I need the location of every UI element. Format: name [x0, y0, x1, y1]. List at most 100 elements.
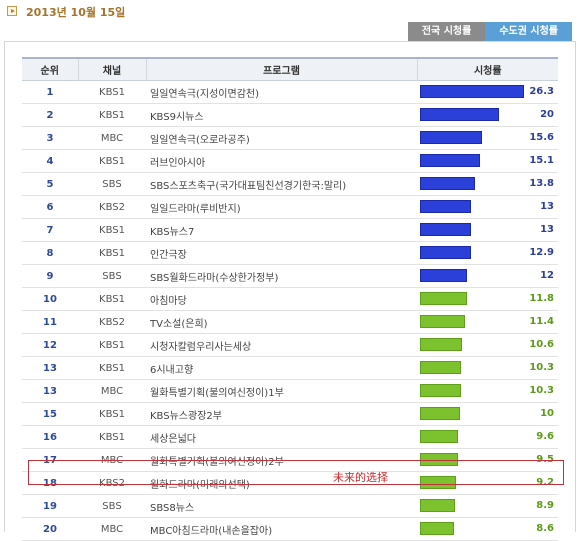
program-cell: 일일연속극(지성이면감천) — [146, 80, 417, 104]
table-body: 1 KBS1 일일연속극(지성이면감천) 26.3 2 KBS1 KBS9시뉴스 20 3 MBC… — [22, 80, 558, 541]
rating-value: 15.1 — [529, 155, 554, 166]
program-cell: MBC아침드라마(내손을잡아) — [146, 517, 417, 541]
rating-bar — [420, 246, 471, 259]
table-row: 13 KBS1 6시내고향 10.3 — [22, 356, 558, 380]
channel-cell: SBS — [78, 264, 146, 288]
rating-cell: 10 — [417, 402, 558, 426]
rank-cell: 15 — [22, 402, 78, 426]
header-rating: 시청률 — [416, 57, 558, 81]
rank-cell: 2 — [22, 103, 78, 127]
channel-cell: MBC — [78, 126, 146, 150]
rank-cell: 12 — [22, 333, 78, 357]
rating-bar — [420, 154, 480, 167]
rating-cell: 8.6 — [417, 517, 558, 541]
table-row: 1 KBS1 일일연속극(지성이면감천) 26.3 — [22, 80, 558, 104]
program-cell: 인간극장 — [146, 241, 417, 265]
annotation-text: 未来的选择 — [333, 471, 388, 484]
table-row: 18 KBS2 월화드라마(미래의선택) 9.2 — [22, 471, 558, 495]
rating-bar — [420, 499, 455, 512]
header-rank: 순위 — [22, 57, 78, 81]
rating-value: 9.5 — [536, 454, 554, 465]
rating-value: 26.3 — [529, 86, 554, 97]
rating-bar — [420, 453, 458, 466]
program-cell: 아침마당 — [146, 287, 417, 311]
rating-bar — [420, 522, 454, 535]
channel-cell: KBS2 — [78, 310, 146, 334]
rating-value: 12 — [540, 270, 554, 281]
rating-tabs: 전국 시청률 수도권 시청률 — [407, 22, 572, 41]
rating-cell: 20 — [417, 103, 558, 127]
rating-value: 9.6 — [536, 431, 554, 442]
table-row: 13 MBC 월화특별기획(불의여신정이)1부 10.3 — [22, 379, 558, 403]
channel-cell: KBS2 — [78, 195, 146, 219]
rating-bar — [420, 315, 465, 328]
rank-cell: 17 — [22, 448, 78, 472]
program-cell: 일일연속극(오로라공주) — [146, 126, 417, 150]
program-cell: SBS8뉴스 — [146, 494, 417, 518]
rank-cell: 8 — [22, 241, 78, 265]
rank-cell: 7 — [22, 218, 78, 242]
rank-cell: 4 — [22, 149, 78, 173]
rating-value: 12.9 — [529, 247, 554, 258]
rating-bar — [420, 384, 461, 397]
program-cell: SBS월화드라마(수상한가정부) — [146, 264, 417, 288]
rating-value: 9.2 — [536, 477, 554, 488]
rating-value: 10.3 — [529, 385, 554, 396]
rating-cell: 9.6 — [417, 425, 558, 449]
date-bar: 2013년 10월 15일 — [0, 0, 580, 24]
channel-cell: MBC — [78, 379, 146, 403]
rating-value: 13 — [540, 201, 554, 212]
rating-bar — [420, 85, 524, 98]
table-row: 9 SBS SBS월화드라마(수상한가정부) 12 — [22, 264, 558, 288]
program-cell: TV소설(은희) — [146, 310, 417, 334]
rating-cell: 13 — [417, 218, 558, 242]
program-cell: 6시내고향 — [146, 356, 417, 380]
rating-bar — [420, 108, 499, 121]
arrow-box-icon — [7, 6, 17, 16]
rating-bar — [420, 430, 458, 443]
table-row: 7 KBS1 KBS뉴스7 13 — [22, 218, 558, 242]
rating-cell: 10.3 — [417, 356, 558, 380]
channel-cell: MBC — [78, 517, 146, 541]
channel-cell: KBS1 — [78, 287, 146, 311]
channel-cell: KBS1 — [78, 103, 146, 127]
rating-bar — [420, 269, 467, 282]
rating-cell: 13.8 — [417, 172, 558, 196]
channel-cell: KBS1 — [78, 402, 146, 426]
rating-cell: 9.5 — [417, 448, 558, 472]
tab-metro-rating[interactable]: 수도권 시청률 — [485, 22, 572, 41]
rating-cell: 11.4 — [417, 310, 558, 334]
rating-value: 8.9 — [536, 500, 554, 511]
rank-cell: 1 — [22, 80, 78, 104]
rating-cell: 12 — [417, 264, 558, 288]
rating-value: 10.6 — [529, 339, 554, 350]
table-row: 19 SBS SBS8뉴스 8.9 — [22, 494, 558, 518]
channel-cell: MBC — [78, 448, 146, 472]
channel-cell: KBS1 — [78, 218, 146, 242]
header-program: 프로그램 — [145, 57, 417, 81]
table-row: 15 KBS1 KBS뉴스광장2부 10 — [22, 402, 558, 426]
rank-cell: 11 — [22, 310, 78, 334]
header-channel: 채널 — [77, 57, 146, 81]
table-row: 8 KBS1 인간극장 12.9 — [22, 241, 558, 265]
rating-cell: 15.1 — [417, 149, 558, 173]
rating-cell: 10.6 — [417, 333, 558, 357]
program-cell: 일일드라마(루비반지) — [146, 195, 417, 219]
tab-national-rating[interactable]: 전국 시청률 — [407, 22, 486, 41]
program-cell: 러브인아시아 — [146, 149, 417, 173]
date-label: 2013년 10월 15일 — [26, 6, 126, 19]
rating-bar — [420, 292, 467, 305]
rating-cell: 9.2 — [417, 471, 558, 495]
channel-cell: KBS1 — [78, 356, 146, 380]
table-row: 17 MBC 월화특별기획(불의여신정이)2부 9.5 — [22, 448, 558, 472]
rating-cell: 8.9 — [417, 494, 558, 518]
program-cell: KBS9시뉴스 — [146, 103, 417, 127]
table-row: 16 KBS1 세상은넓다 9.6 — [22, 425, 558, 449]
rating-bar — [420, 131, 482, 144]
channel-cell: KBS1 — [78, 425, 146, 449]
program-cell: KBS뉴스광장2부 — [146, 402, 417, 426]
rating-value: 11.8 — [529, 293, 554, 304]
rank-cell: 16 — [22, 425, 78, 449]
rating-bar — [420, 338, 462, 351]
table-row: 2 KBS1 KBS9시뉴스 20 — [22, 103, 558, 127]
